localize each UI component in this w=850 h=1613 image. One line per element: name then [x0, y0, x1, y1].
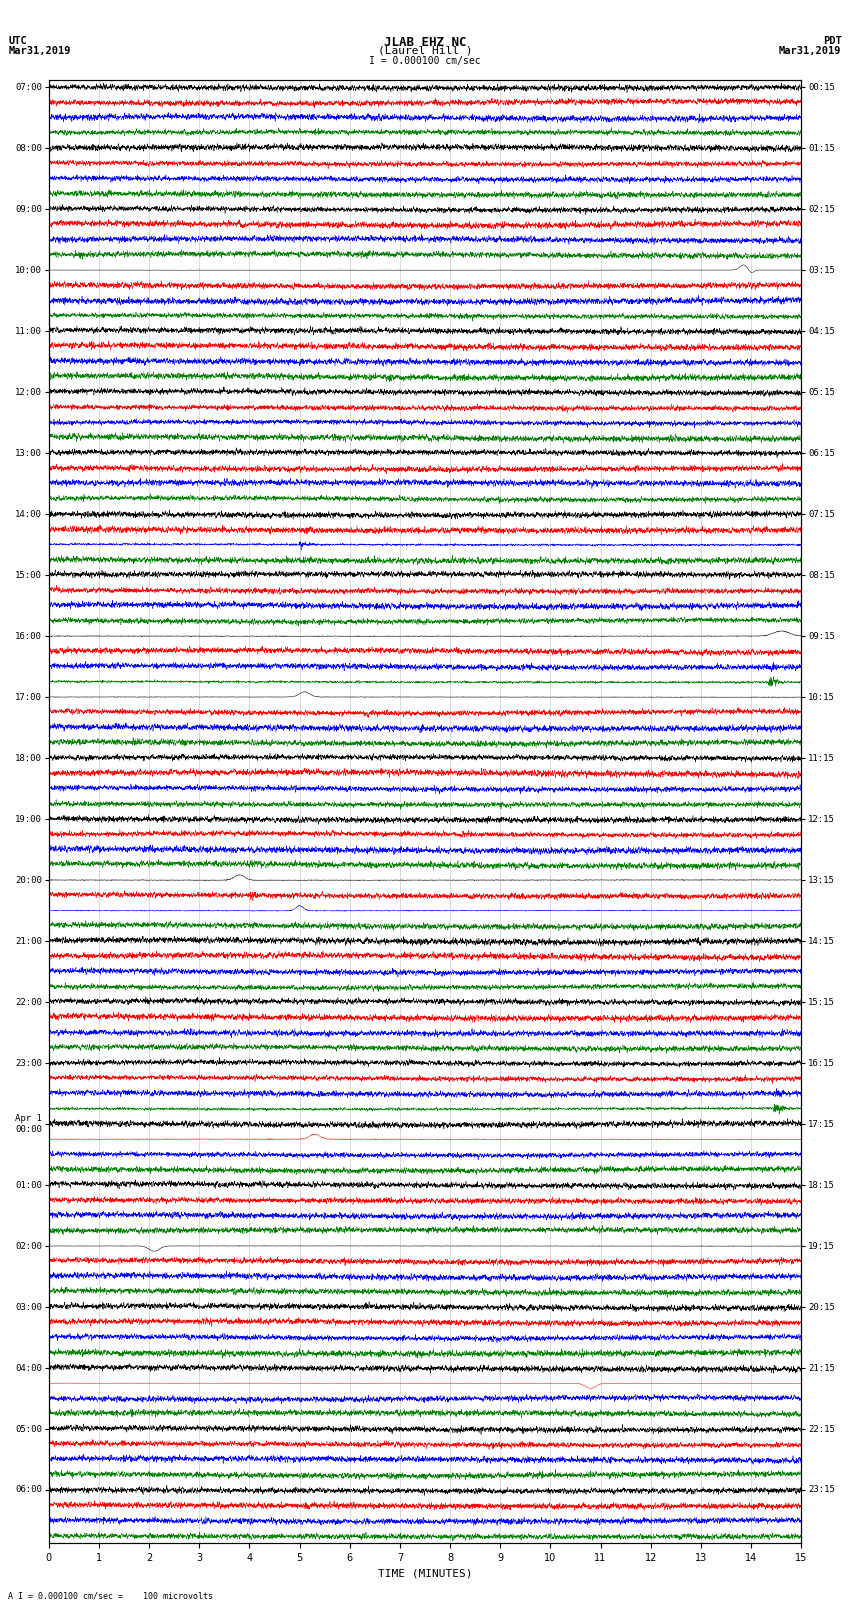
- Text: A I = 0.000100 cm/sec =    100 microvolts: A I = 0.000100 cm/sec = 100 microvolts: [8, 1590, 213, 1600]
- Text: UTC: UTC: [8, 37, 27, 47]
- Text: I = 0.000100 cm/sec: I = 0.000100 cm/sec: [369, 56, 481, 66]
- X-axis label: TIME (MINUTES): TIME (MINUTES): [377, 1569, 473, 1579]
- Text: (Laurel Hill ): (Laurel Hill ): [377, 45, 473, 56]
- Text: Mar31,2019: Mar31,2019: [779, 45, 842, 56]
- Text: JLAB EHZ NC: JLAB EHZ NC: [383, 37, 467, 50]
- Text: PDT: PDT: [823, 37, 842, 47]
- Text: Mar31,2019: Mar31,2019: [8, 45, 71, 56]
